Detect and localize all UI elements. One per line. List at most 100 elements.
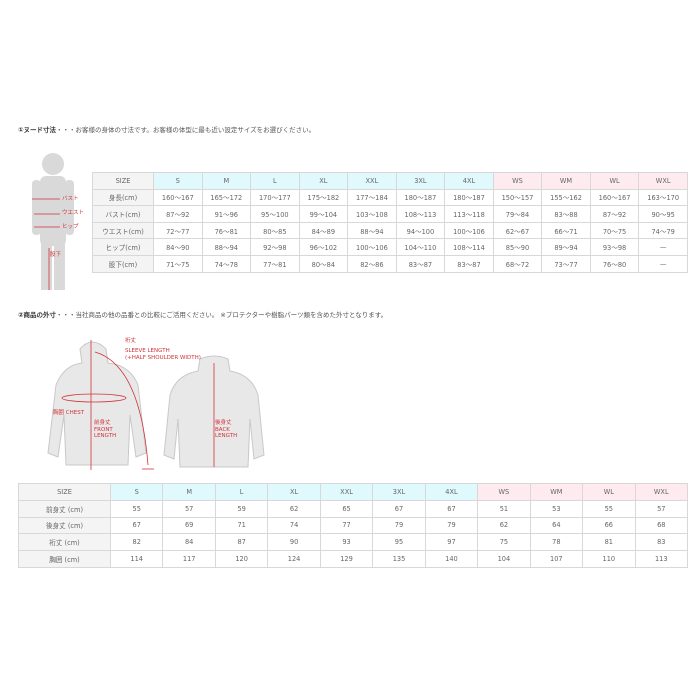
row-label: バスト(cm) bbox=[92, 205, 154, 223]
table-cell: 93～98 bbox=[589, 238, 640, 256]
table-cell: 77 bbox=[319, 516, 374, 535]
section1-note: ・・・お客様の身体の寸法です。お客様の体型に最も近い設定サイズをお選びください。 bbox=[56, 126, 316, 134]
table-cell: 57 bbox=[162, 499, 216, 518]
table-cell: 72～77 bbox=[153, 221, 203, 240]
table-cell: 150～157 bbox=[492, 188, 543, 207]
chest-label: 胸囲 CHEST bbox=[53, 410, 85, 416]
table-cell: 82～86 bbox=[347, 254, 397, 273]
table-cell: 88～94 bbox=[347, 221, 397, 240]
table-cell: 83～87 bbox=[395, 254, 446, 273]
table-cell: 100～106 bbox=[347, 238, 397, 256]
table-cell: 77～81 bbox=[250, 254, 300, 273]
table-cell: 89～94 bbox=[541, 238, 591, 256]
table-cell: 87～92 bbox=[589, 205, 640, 223]
table-cell: 76～81 bbox=[201, 221, 252, 240]
table-cell: 55 bbox=[582, 499, 636, 518]
header-cell: S bbox=[109, 483, 164, 501]
table-cell: 104 bbox=[477, 550, 531, 568]
table-cell: 93 bbox=[319, 533, 374, 552]
table-cell: 71～75 bbox=[153, 254, 203, 273]
header-cell: WXL bbox=[638, 172, 688, 190]
table-cell: 113～118 bbox=[444, 205, 494, 223]
table-cell: 83 bbox=[634, 533, 689, 552]
table-cell: 155～162 bbox=[541, 188, 591, 207]
table-cell: 62～67 bbox=[492, 221, 543, 240]
row-label: 身長(cm) bbox=[92, 188, 154, 207]
table-row: ウエスト(cm) 72～77 76～81 80～85 84～89 88～94 94～100 1… bbox=[92, 221, 688, 240]
table-cell: 177～184 bbox=[347, 188, 397, 207]
table-cell: 108～113 bbox=[395, 205, 446, 223]
row-label: ヒップ(cm) bbox=[92, 238, 154, 256]
table-cell: 120 bbox=[214, 550, 269, 568]
table-cell: 117 bbox=[162, 550, 216, 568]
table-cell: 68～72 bbox=[492, 254, 543, 273]
table-cell: 113 bbox=[634, 550, 689, 568]
table-cell: 74 bbox=[267, 516, 321, 535]
table-cell: 62 bbox=[477, 516, 531, 535]
front-length-en2: LENGTH bbox=[94, 433, 117, 439]
back-length-jp: 後身丈 bbox=[215, 420, 232, 426]
table-cell: 83～87 bbox=[444, 254, 494, 273]
table-cell: 84 bbox=[162, 533, 216, 552]
table-cell: 80～84 bbox=[298, 254, 349, 273]
table-cell: 107 bbox=[529, 550, 584, 568]
table-cell: — bbox=[638, 238, 688, 256]
table-cell: 70～75 bbox=[589, 221, 640, 240]
table-cell: 90～95 bbox=[638, 205, 688, 223]
table-row: ヒップ(cm) 84～90 88～94 92～98 96～102 100～106 104～1… bbox=[92, 238, 688, 256]
header-cell: XXL bbox=[319, 483, 374, 501]
row-label: ウエスト(cm) bbox=[92, 221, 154, 240]
table-cell: 71 bbox=[214, 516, 269, 535]
header-cell: WXL bbox=[634, 483, 689, 501]
header-cell: 4XL bbox=[424, 483, 479, 501]
table-cell: 160～167 bbox=[589, 188, 640, 207]
section1-title: ①ヌード寸法 bbox=[18, 126, 57, 134]
table-cell: 78 bbox=[529, 533, 584, 552]
table-cell: 175～182 bbox=[298, 188, 349, 207]
table-cell: 91～96 bbox=[201, 205, 252, 223]
jacket-back-figure bbox=[163, 355, 265, 468]
header-cell: M bbox=[201, 172, 252, 190]
waist-label: ウエスト bbox=[62, 210, 85, 216]
sleeve-length-en: SLEEVE LENGTH bbox=[125, 348, 170, 354]
table-cell: 170～177 bbox=[250, 188, 300, 207]
section2-heading: ②商品の外寸・・・当社商品の他の品番との比較にご活用ください。 ※プロテクターや… bbox=[18, 309, 387, 319]
table-cell: 79～84 bbox=[492, 205, 543, 223]
header-cell: M bbox=[162, 483, 216, 501]
bust-label: バスト bbox=[62, 196, 79, 202]
front-length-jp: 前身丈 bbox=[94, 420, 111, 426]
header-cell: XXL bbox=[347, 172, 397, 190]
table-row: 身長(cm) 160～167 165～172 170～177 175～182 177～18… bbox=[92, 188, 688, 207]
row-label: 胸囲 (cm) bbox=[18, 550, 111, 568]
front-length-en: FRONT bbox=[94, 426, 113, 433]
back-length-en2: LENGTH bbox=[215, 433, 238, 439]
table-cell: 62 bbox=[267, 499, 321, 518]
nude-size-table: SIZE S M L XL XXL 3XL 4XL WS WM WL WXL 身… bbox=[92, 172, 688, 273]
table-cell: 80～85 bbox=[250, 221, 300, 240]
header-cell: WM bbox=[529, 483, 584, 501]
header-size: SIZE bbox=[92, 172, 154, 190]
table-cell: 84～89 bbox=[298, 221, 349, 240]
table-header-row: SIZE S M L XL XXL 3XL 4XL WS WM WL WXL bbox=[92, 172, 688, 190]
table-cell: 165～172 bbox=[201, 188, 252, 207]
table-cell: 73～77 bbox=[541, 254, 591, 273]
header-size: SIZE bbox=[18, 483, 111, 501]
header-cell: WM bbox=[541, 172, 591, 190]
header-cell: 3XL bbox=[395, 172, 446, 190]
table-cell: 160～167 bbox=[153, 188, 203, 207]
inseam-label: 股下 bbox=[50, 252, 62, 258]
table-cell: 180～187 bbox=[395, 188, 446, 207]
table-cell: 65 bbox=[319, 499, 374, 518]
table-cell: 140 bbox=[424, 550, 479, 568]
table-cell: 67 bbox=[372, 499, 426, 518]
table-cell: 90 bbox=[267, 533, 321, 552]
table-cell: 51 bbox=[477, 499, 531, 518]
table-cell: 84～90 bbox=[153, 238, 203, 256]
section2-title: ②商品の外寸 bbox=[18, 311, 57, 319]
jacket-front-figure bbox=[47, 340, 154, 470]
section2-note: ・・・当社商品の他の品番との比較にご活用ください。 ※プロテクターや樹脂パーツ類… bbox=[56, 311, 388, 319]
header-cell: L bbox=[214, 483, 269, 501]
table-cell: 110 bbox=[582, 550, 636, 568]
table-cell: 66～71 bbox=[541, 221, 591, 240]
table-cell: 180～187 bbox=[444, 188, 494, 207]
